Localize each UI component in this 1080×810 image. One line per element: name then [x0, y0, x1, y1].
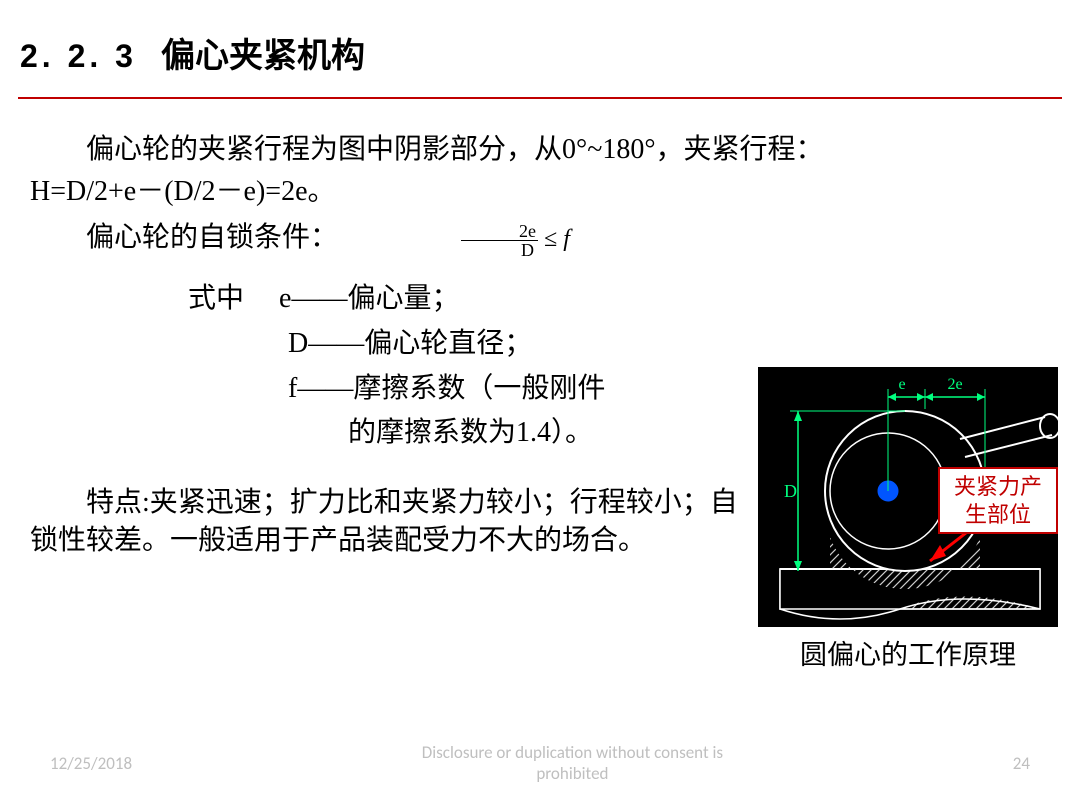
label-2e: 2e — [947, 376, 962, 393]
def-line-f1: f——摩擦系数（一般刚件 — [30, 367, 750, 412]
def-line-f2: 的摩擦系数为1.4）。 — [30, 411, 750, 456]
section-title: 偏心夹紧机构 — [161, 28, 365, 77]
def-line-D: D——偏心轮直径； — [30, 322, 750, 367]
fraction: 2e D — [461, 222, 538, 259]
fraction-numerator: 2e — [461, 222, 538, 241]
formula-tail: ≤ f — [544, 226, 570, 252]
fraction-denominator: D — [461, 241, 538, 259]
slide-content: 偏心轮的夹紧行程为图中阴影部分，从0°~180°，夹紧行程： H=D/2+e－(… — [0, 99, 1080, 560]
paragraph-3: 特点:夹紧迅速；扩力比和夹紧力较小；行程较小；自锁性较差。一般适用于产品装配受力… — [30, 484, 750, 560]
paragraph-2: 偏心轮的自锁条件： 2e D ≤ f — [30, 217, 1050, 259]
footer-notice-line2: prohibited — [536, 763, 608, 784]
slide-footer: 12/25/2018 Disclosure or duplication wit… — [0, 743, 1080, 784]
formula: 2e D ≤ f — [405, 221, 570, 259]
label-e: e — [898, 376, 905, 393]
para2-lead: 偏心轮的自锁条件： — [86, 222, 338, 253]
eccentric-diagram: D e 2e 夹紧力产生部位 — [758, 367, 1058, 627]
footer-page: 24 — [1013, 753, 1030, 774]
footer-notice: Disclosure or duplication without consen… — [132, 743, 1013, 784]
figure-caption: 圆偏心的工作原理 — [758, 633, 1058, 672]
label-D: D — [784, 481, 797, 501]
paragraph-1-line1: 偏心轮的夹紧行程为图中阴影部分，从0°~180°，夹紧行程： — [30, 129, 1050, 171]
figure-callout: 夹紧力产生部位 — [938, 467, 1058, 534]
paragraph-1-line2: H=D/2+e－(D/2－e)=2e。 — [30, 171, 1050, 213]
definitions-block: 式中 e——偏心量； D——偏心轮直径； f——摩擦系数（一般刚件 的摩擦系数为… — [30, 277, 750, 456]
section-number: 2. 2. 3 — [20, 38, 137, 75]
def-line-e: 式中 e——偏心量； — [30, 277, 750, 322]
footer-date: 12/25/2018 — [50, 753, 132, 774]
figure-box: D e 2e 夹紧力产生部位 圆偏心的工作原理 — [758, 367, 1058, 672]
def-intro: 式中 — [188, 283, 244, 314]
def-e: e——偏心量； — [279, 283, 459, 314]
footer-notice-line1: Disclosure or duplication without consen… — [422, 742, 723, 763]
